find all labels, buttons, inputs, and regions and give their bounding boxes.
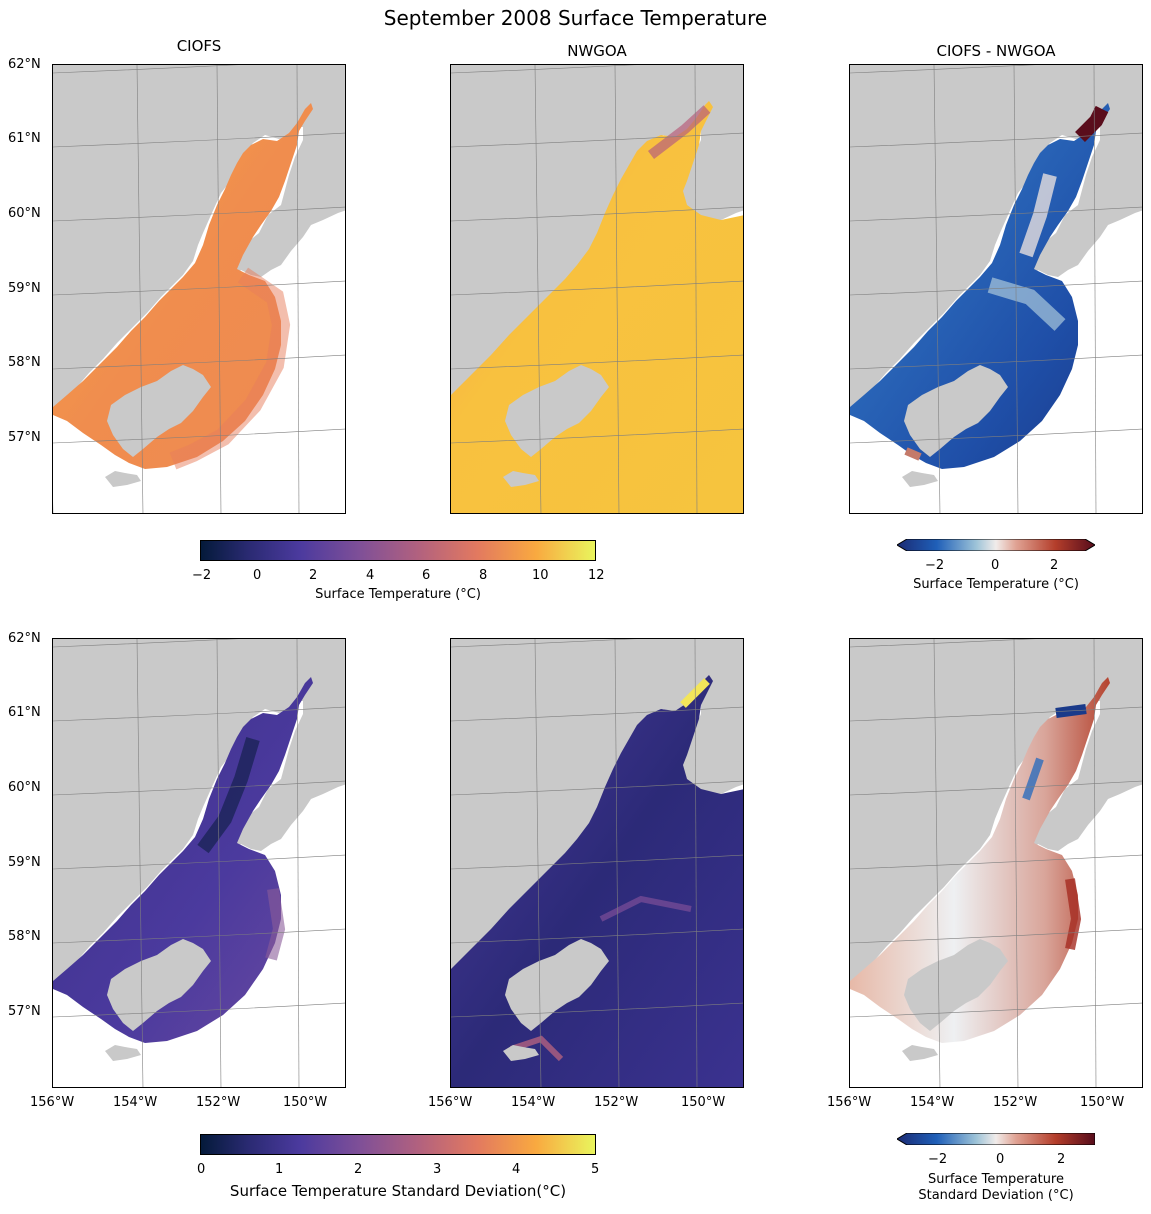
cb-stddiff-tick-1: 0 bbox=[996, 1152, 1005, 1167]
colorbar-std-difference-label-line2: Standard Deviation (°C) bbox=[918, 1188, 1074, 1203]
colorbar-temperature-label: Surface Temperature (°C) bbox=[315, 587, 481, 602]
lat-tick-59-row2: 59°N bbox=[8, 855, 41, 870]
cb-temp-tick-4: 6 bbox=[422, 568, 431, 583]
lat-tick-60-row2: 60°N bbox=[8, 780, 41, 795]
lat-tick-61-row2: 61°N bbox=[8, 705, 41, 720]
lat-tick-57-row2: 57°N bbox=[8, 1004, 41, 1019]
map-panel-nwgoa-std bbox=[450, 638, 744, 1088]
lat-tick-58-row2: 58°N bbox=[8, 929, 41, 944]
map-panel-nwgoa-temp bbox=[450, 64, 744, 514]
cb-std-tick-3: 3 bbox=[433, 1162, 442, 1177]
lat-tick-58-row1: 58°N bbox=[8, 355, 41, 370]
lon-tick-152-col3: 152°W bbox=[993, 1095, 1038, 1110]
figure-title: September 2008 Surface Temperature bbox=[383, 6, 768, 30]
lon-tick-156-col1: 156°W bbox=[30, 1095, 75, 1110]
lon-tick-154-col3: 154°W bbox=[910, 1095, 955, 1110]
lon-tick-152-col1: 152°W bbox=[196, 1095, 241, 1110]
cb-std-tick-0: 0 bbox=[197, 1162, 206, 1177]
colorbar-temperature-difference-label: Surface Temperature (°C) bbox=[913, 577, 1079, 592]
cb-temp-tick-2: 2 bbox=[309, 568, 318, 583]
lat-tick-57-row1: 57°N bbox=[8, 430, 41, 445]
cb-temp-tick-6: 10 bbox=[532, 568, 549, 583]
lon-tick-154-col1: 154°W bbox=[113, 1095, 158, 1110]
map-panel-difference-std bbox=[849, 638, 1143, 1088]
lon-tick-150-col3: 150°W bbox=[1080, 1095, 1125, 1110]
lon-tick-150-col2: 150°W bbox=[681, 1095, 726, 1110]
column-title-nwgoa: NWGOA bbox=[567, 42, 627, 60]
lat-tick-61-row1: 61°N bbox=[8, 131, 41, 146]
lat-tick-62-row2: 62°N bbox=[8, 631, 41, 646]
lon-tick-156-col2: 156°W bbox=[428, 1095, 473, 1110]
lon-tick-150-col1: 150°W bbox=[283, 1095, 328, 1110]
column-title-ciofs: CIOFS bbox=[176, 37, 222, 55]
cb-std-tick-4: 4 bbox=[512, 1162, 521, 1177]
cb-temp-tick-5: 8 bbox=[479, 568, 488, 583]
colorbar-temperature bbox=[200, 540, 596, 561]
map-panel-ciofs-std bbox=[52, 638, 346, 1088]
lat-tick-59-row1: 59°N bbox=[8, 281, 41, 296]
cb-temp-tick-0: −2 bbox=[192, 568, 212, 583]
cb-temp-tick-3: 4 bbox=[366, 568, 375, 583]
cb-stddiff-tick-2: 2 bbox=[1057, 1152, 1066, 1167]
colorbar-std-difference bbox=[897, 1133, 1095, 1145]
cb-std-tick-2: 2 bbox=[354, 1162, 363, 1177]
lon-tick-156-col3: 156°W bbox=[827, 1095, 872, 1110]
colorbar-std bbox=[200, 1134, 596, 1155]
colorbar-temperature-difference bbox=[897, 539, 1095, 551]
colorbar-std-difference-label-line1: Surface Temperature bbox=[927, 1172, 1064, 1187]
cb-std-tick-5: 5 bbox=[591, 1162, 600, 1177]
lat-tick-60-row1: 60°N bbox=[8, 206, 41, 221]
column-title-difference: CIOFS - NWGOA bbox=[936, 42, 1056, 60]
lon-tick-152-col2: 152°W bbox=[594, 1095, 639, 1110]
colorbar-std-label: Surface Temperature Standard Deviation(°… bbox=[229, 1182, 567, 1200]
cb-temp-tick-1: 0 bbox=[253, 568, 262, 583]
cb-tempdiff-tick-1: 0 bbox=[991, 558, 1000, 573]
cb-tempdiff-tick-0: −2 bbox=[925, 558, 945, 573]
cb-stddiff-tick-0: −2 bbox=[928, 1152, 948, 1167]
cb-std-tick-1: 1 bbox=[275, 1162, 284, 1177]
lat-tick-62-row1: 62°N bbox=[8, 57, 41, 72]
cb-temp-tick-7: 12 bbox=[588, 568, 605, 583]
cb-tempdiff-tick-2: 2 bbox=[1050, 558, 1059, 573]
map-panel-difference-temp bbox=[849, 64, 1143, 514]
lon-tick-154-col2: 154°W bbox=[511, 1095, 556, 1110]
map-panel-ciofs-temp bbox=[52, 64, 346, 514]
